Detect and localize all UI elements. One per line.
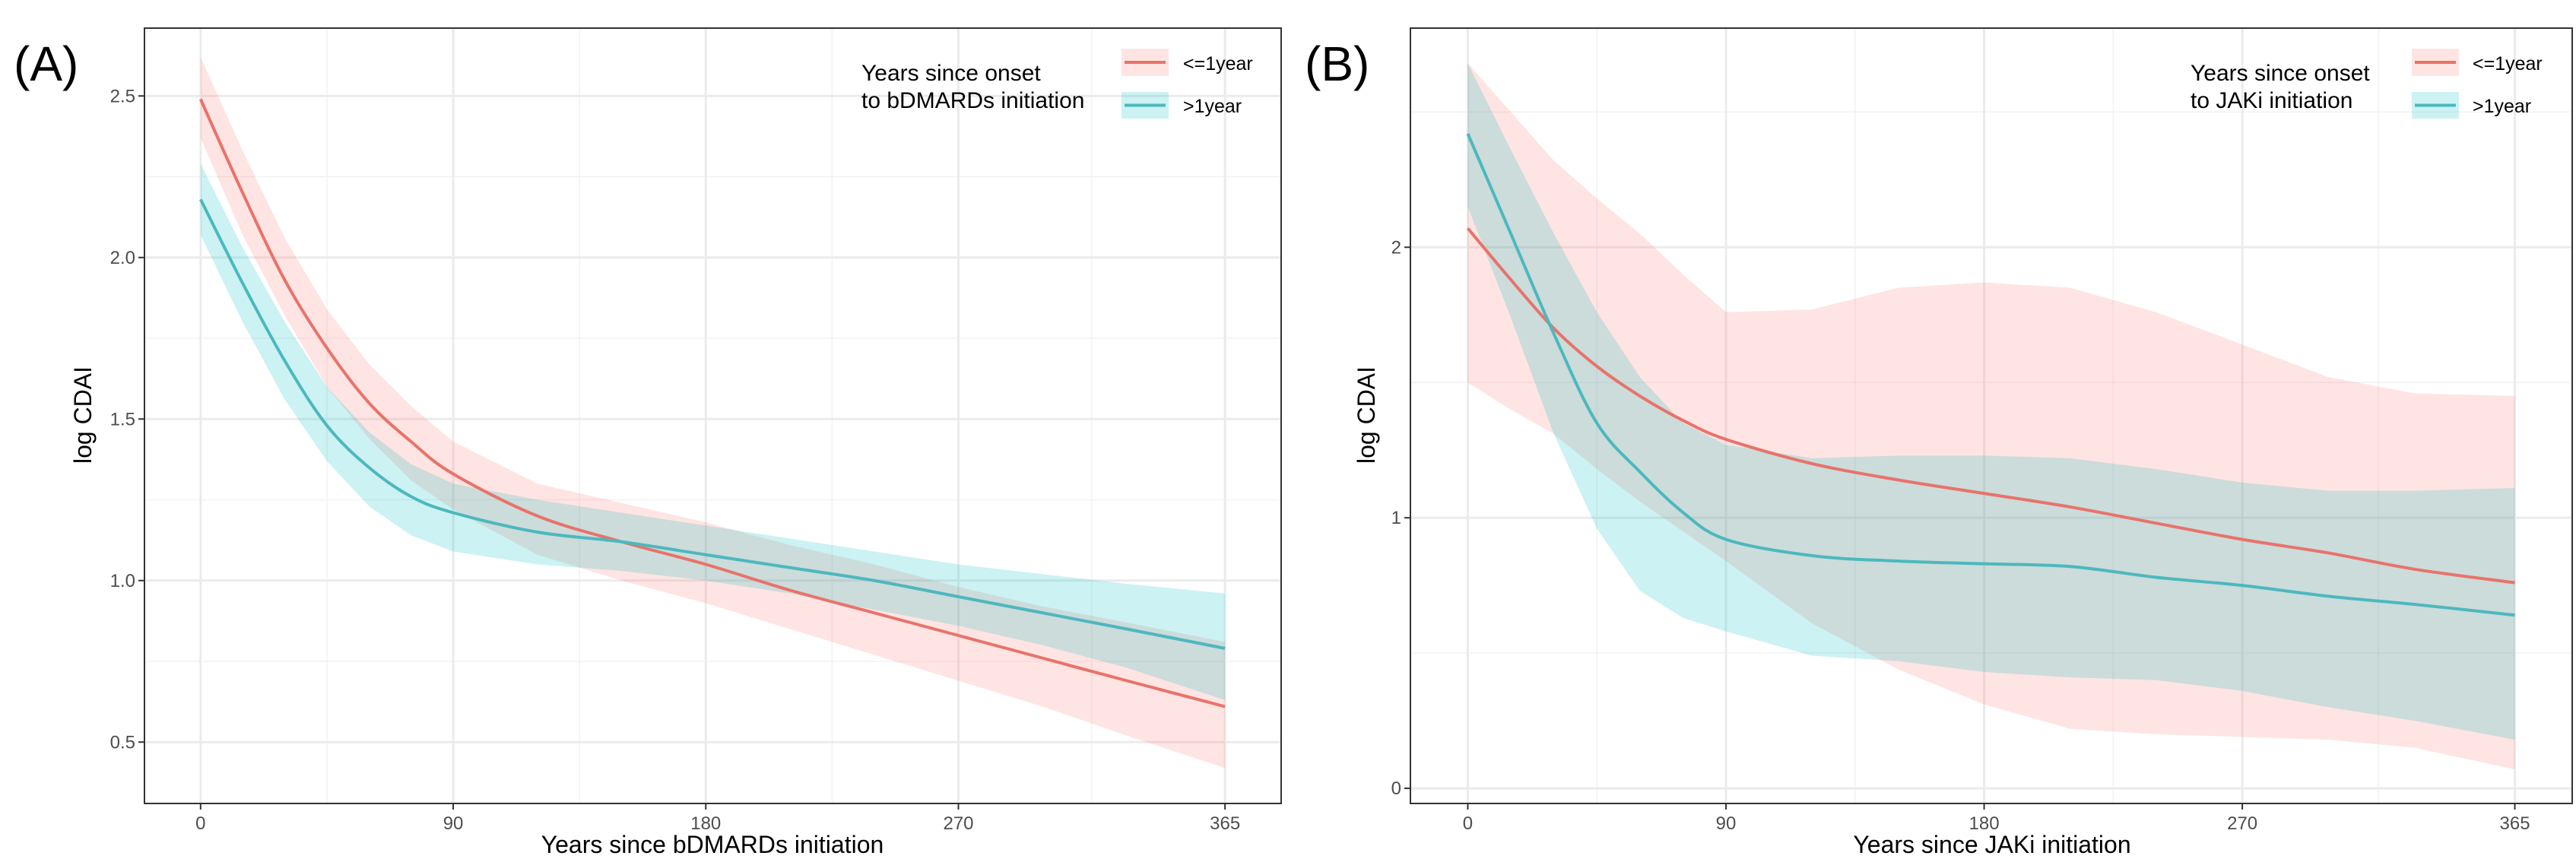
panel-a: 0 90 180 270 365 0.5 1.0 1.5 2.0 2.5 (A) Years si… — [14, 27, 1282, 858]
y-tick-label: 0 — [1391, 778, 1401, 799]
legend-label-a-le1: <=1year — [1183, 53, 1253, 74]
y-tick-label: 2.5 — [110, 86, 135, 106]
plot-frame — [1410, 27, 2573, 804]
x-tick-label: 365 — [2500, 813, 2530, 834]
panel-label-a: (A) — [14, 36, 78, 91]
legend-title-a-line1: Years since onset — [861, 61, 1041, 86]
legend-label-b-gt1: >1year — [2473, 96, 2531, 117]
y-tick-label: 2.0 — [110, 248, 135, 268]
y-tick-label: 2 — [1391, 237, 1401, 258]
plot-frame — [144, 27, 1282, 804]
legend-label-a-gt1: >1year — [1183, 96, 1242, 117]
x-tick-label: 180 — [690, 813, 721, 834]
confidence-band-gt1year — [1467, 63, 2515, 740]
plot-area: 0 90 180 270 365 0.5 1.0 1.5 2.0 2.5 — [110, 27, 1282, 834]
y-tick-label: 1.5 — [110, 409, 135, 429]
gridlines — [1410, 28, 2572, 803]
plot-area: 0 90 180 270 365 0 1 2 — [1391, 27, 2573, 834]
panel-b: 0 90 180 270 365 0 1 2 (B) Years since JAKi ini… — [1305, 27, 2573, 858]
gridlines — [144, 28, 1281, 803]
series-line-gt1year — [199, 198, 1226, 650]
confidence-band-le1year — [200, 57, 1226, 769]
x-tick-label: 0 — [195, 813, 205, 834]
y-axis-title-a: log CDAI — [69, 366, 97, 464]
y-tick-label: 1.0 — [110, 571, 135, 591]
x-tick-label: 270 — [943, 813, 973, 834]
legend-title-b-line2: to JAKi initiation — [2191, 88, 2352, 113]
legend-title-b-line1: Years since onset — [2191, 61, 2370, 86]
series-line-le1year — [1466, 227, 2515, 585]
x-axis-title-a: Years since bDMARDs initiation — [541, 831, 884, 858]
legend-label-b-le1: <=1year — [2473, 53, 2543, 74]
y-tick-label: 0.5 — [110, 732, 135, 753]
x-tick-label: 0 — [1463, 813, 1473, 834]
x-tick-label: 270 — [2227, 813, 2257, 834]
x-tick-label: 365 — [1210, 813, 1240, 834]
x-tick-label: 90 — [443, 813, 464, 834]
panel-label-b: (B) — [1305, 36, 1369, 91]
y-axis-title-b: log CDAI — [1353, 366, 1380, 464]
confidence-band-le1year — [1467, 63, 2515, 770]
x-tick-label: 180 — [1969, 813, 2000, 834]
confidence-band-gt1year — [200, 163, 1226, 700]
series-line-gt1year — [1466, 133, 2515, 617]
x-axis-title-b: Years since JAKi initiation — [1853, 831, 2130, 858]
legend-title-a-line2: to bDMARDs initiation — [861, 88, 1084, 113]
y-tick-label: 1 — [1391, 508, 1401, 528]
series-line-le1year — [199, 98, 1226, 708]
x-tick-label: 90 — [1716, 813, 1737, 834]
